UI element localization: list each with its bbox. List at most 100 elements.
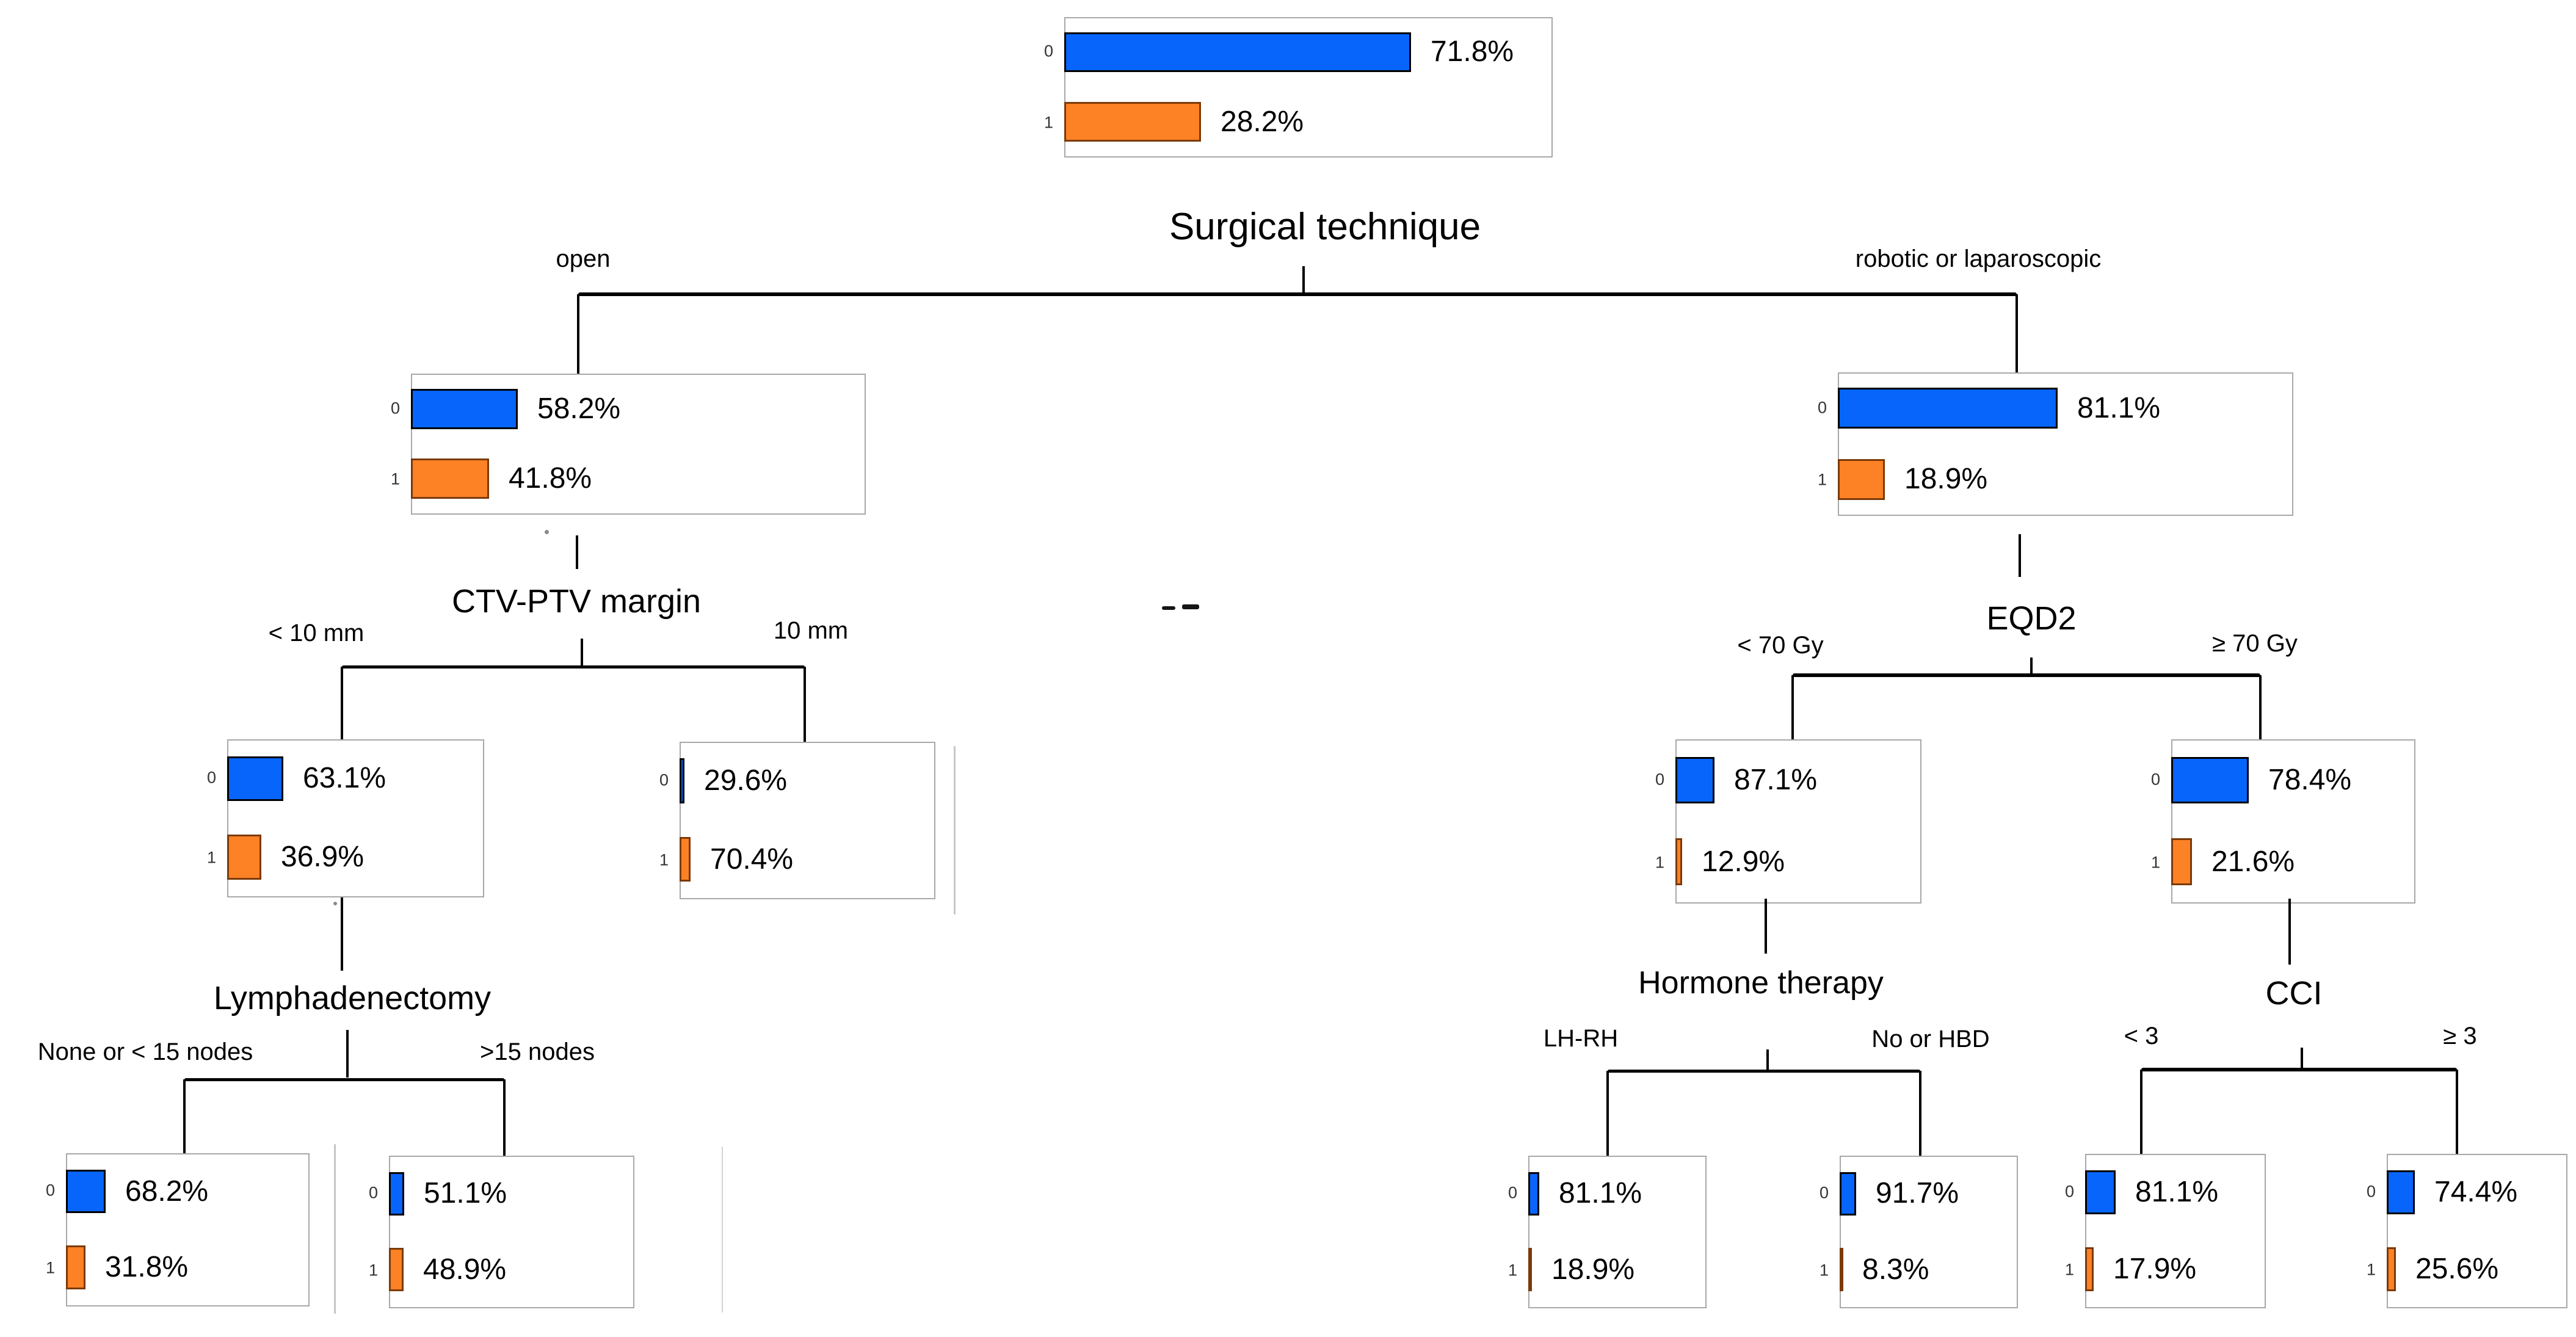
- class-0-value-label: 81.1%: [1559, 1177, 1642, 1210]
- stray-artifact-dash: [1162, 606, 1175, 610]
- branch-drop-cci-left: [2140, 1070, 2142, 1154]
- stray-artifact-vline: [334, 1144, 336, 1314]
- stub-above-title-lymph: [341, 897, 343, 971]
- split-title-lymph: Lymphadenectomy: [213, 980, 492, 1016]
- class-1-value-label: 48.9%: [423, 1253, 507, 1286]
- class-0-tick-label: 0: [2366, 1182, 2376, 1201]
- class-0-bar: [227, 756, 283, 802]
- branch-drop-eqd2-left: [1791, 675, 1794, 739]
- class-0-bar: [389, 1172, 404, 1216]
- class-0-value-label: 81.1%: [2135, 1176, 2219, 1208]
- class-1-tick-label: 1: [2150, 853, 2160, 872]
- class-0-value-label: 91.7%: [1876, 1177, 1959, 1210]
- class-0-tick-label: 0: [1508, 1183, 1517, 1202]
- class-0-tick-label: 0: [2150, 770, 2160, 789]
- class-0-value-label: 71.8%: [1431, 35, 1514, 68]
- class-0-tick-label: 0: [1817, 398, 1827, 417]
- node-box: 81.1% 18.9%: [1838, 372, 2293, 516]
- stub-above-title-cci: [2288, 899, 2291, 965]
- class-1-bar: [1838, 458, 1885, 500]
- branch-line-cci: [2141, 1068, 2457, 1071]
- branch-drop-surgical-left: [577, 294, 579, 374]
- split-right-branch-label: ≥ 3: [2443, 1023, 2477, 1049]
- branch-drop-ctv-right: [804, 667, 806, 742]
- stub-above-title-ctv: [576, 535, 578, 569]
- class-1-value-label: 12.9%: [1702, 845, 1785, 878]
- node-eqd2_ge70: 78.4% 21.6% 0 1: [2151, 739, 2415, 904]
- class-0-value-label: 78.4%: [2268, 763, 2352, 796]
- branch-drop-cci-right: [2456, 1070, 2458, 1154]
- class-1-value-label: 25.6%: [2415, 1252, 2499, 1285]
- class-1-tick-label: 1: [1819, 1261, 1829, 1279]
- class-1-tick-label: 1: [1817, 470, 1827, 489]
- class-1-value-label: 18.9%: [1551, 1253, 1635, 1286]
- class-1-value-label: 8.3%: [1862, 1253, 1929, 1286]
- stub-below-title-hormone: [1766, 1049, 1769, 1070]
- stub-below-title-eqd2: [2030, 658, 2033, 673]
- class-1-value-label: 31.8%: [105, 1251, 189, 1284]
- split-left-branch-label: < 70 Gy: [1737, 632, 1824, 659]
- node-open: 58.2% 41.8% 0 1: [391, 374, 866, 515]
- split-title-surgical: Surgical technique: [1169, 206, 1481, 248]
- class-0-bar: [1840, 1172, 1856, 1216]
- class-1-value-label: 18.9%: [1904, 463, 1988, 496]
- class-0-bar: [1064, 32, 1411, 73]
- class-1-tick-label: 1: [1508, 1261, 1517, 1279]
- node-cci_lt3: 81.1% 17.9% 0 1: [2065, 1154, 2266, 1308]
- node-lymph_gt15: 51.1% 48.9% 0 1: [369, 1156, 634, 1308]
- class-1-bar: [411, 458, 489, 499]
- class-1-bar: [1840, 1247, 1843, 1292]
- class-1-tick-label: 1: [390, 469, 400, 488]
- class-1-tick-label: 1: [2064, 1260, 2074, 1279]
- class-0-tick-label: 0: [368, 1183, 378, 1202]
- split-right-branch-label: ≥ 70 Gy: [2212, 630, 2298, 657]
- class-0-value-label: 51.1%: [424, 1177, 507, 1210]
- node-hormone_lhrh: 81.1% 18.9% 0 1: [1508, 1156, 1707, 1308]
- class-1-bar: [1528, 1247, 1532, 1292]
- branch-drop-lymph-right: [503, 1079, 506, 1156]
- class-0-value-label: 68.2%: [125, 1175, 209, 1208]
- stub-below-title-lymph: [346, 1030, 349, 1078]
- class-0-bar: [2085, 1170, 2116, 1215]
- branch-line-lymph: [184, 1078, 504, 1081]
- class-1-value-label: 36.9%: [281, 841, 365, 874]
- class-1-bar: [2171, 838, 2192, 886]
- branch-line-eqd2: [1793, 673, 2260, 677]
- split-left-branch-label: open: [556, 245, 611, 272]
- class-1-tick-label: 1: [1043, 113, 1053, 131]
- class-0-tick-label: 0: [206, 768, 216, 787]
- branch-drop-ctv-left: [341, 667, 343, 739]
- class-1-bar: [680, 836, 691, 882]
- branch-drop-eqd2-right: [2259, 675, 2262, 739]
- class-0-value-label: 58.2%: [537, 392, 621, 425]
- node-lymph_none_lt15: 68.2% 31.8% 0 1: [46, 1153, 310, 1306]
- class-1-value-label: 70.4%: [710, 842, 794, 875]
- class-0-bar: [66, 1169, 106, 1214]
- branch-drop-lymph-left: [183, 1079, 186, 1153]
- stub-below-title-cci: [2301, 1048, 2303, 1068]
- class-1-value-label: 41.8%: [509, 462, 592, 495]
- class-1-tick-label: 1: [45, 1258, 55, 1277]
- split-right-branch-label: No or HBD: [1871, 1026, 1990, 1053]
- stub-below-title-surgical: [1302, 266, 1305, 293]
- class-0-bar: [1528, 1172, 1539, 1216]
- class-1-bar: [2085, 1247, 2094, 1291]
- class-0-tick-label: 0: [1043, 42, 1053, 60]
- node-eqd2_lt70: 87.1% 12.9% 0 1: [1655, 739, 1921, 904]
- class-0-tick-label: 0: [2064, 1182, 2074, 1201]
- class-1-bar: [66, 1245, 85, 1290]
- class-0-value-label: 74.4%: [2434, 1176, 2518, 1208]
- split-right-branch-label: >15 nodes: [480, 1038, 595, 1065]
- split-right-branch-label: robotic or laparoscopic: [1855, 245, 2102, 272]
- node-box: 58.2% 41.8%: [411, 374, 866, 515]
- class-1-tick-label: 1: [659, 850, 669, 869]
- node-box: 91.7% 8.3%: [1840, 1156, 2018, 1308]
- split-left-branch-label: < 3: [2124, 1023, 2159, 1049]
- node-cci_ge3: 74.4% 25.6% 0 1: [2367, 1154, 2567, 1308]
- class-0-tick-label: 0: [390, 399, 400, 418]
- node-robotic: 81.1% 18.9% 0 1: [1818, 372, 2293, 516]
- class-0-tick-label: 0: [1655, 770, 1664, 789]
- class-0-bar: [2387, 1170, 2415, 1215]
- node-box: 81.1% 18.9%: [1528, 1156, 1707, 1308]
